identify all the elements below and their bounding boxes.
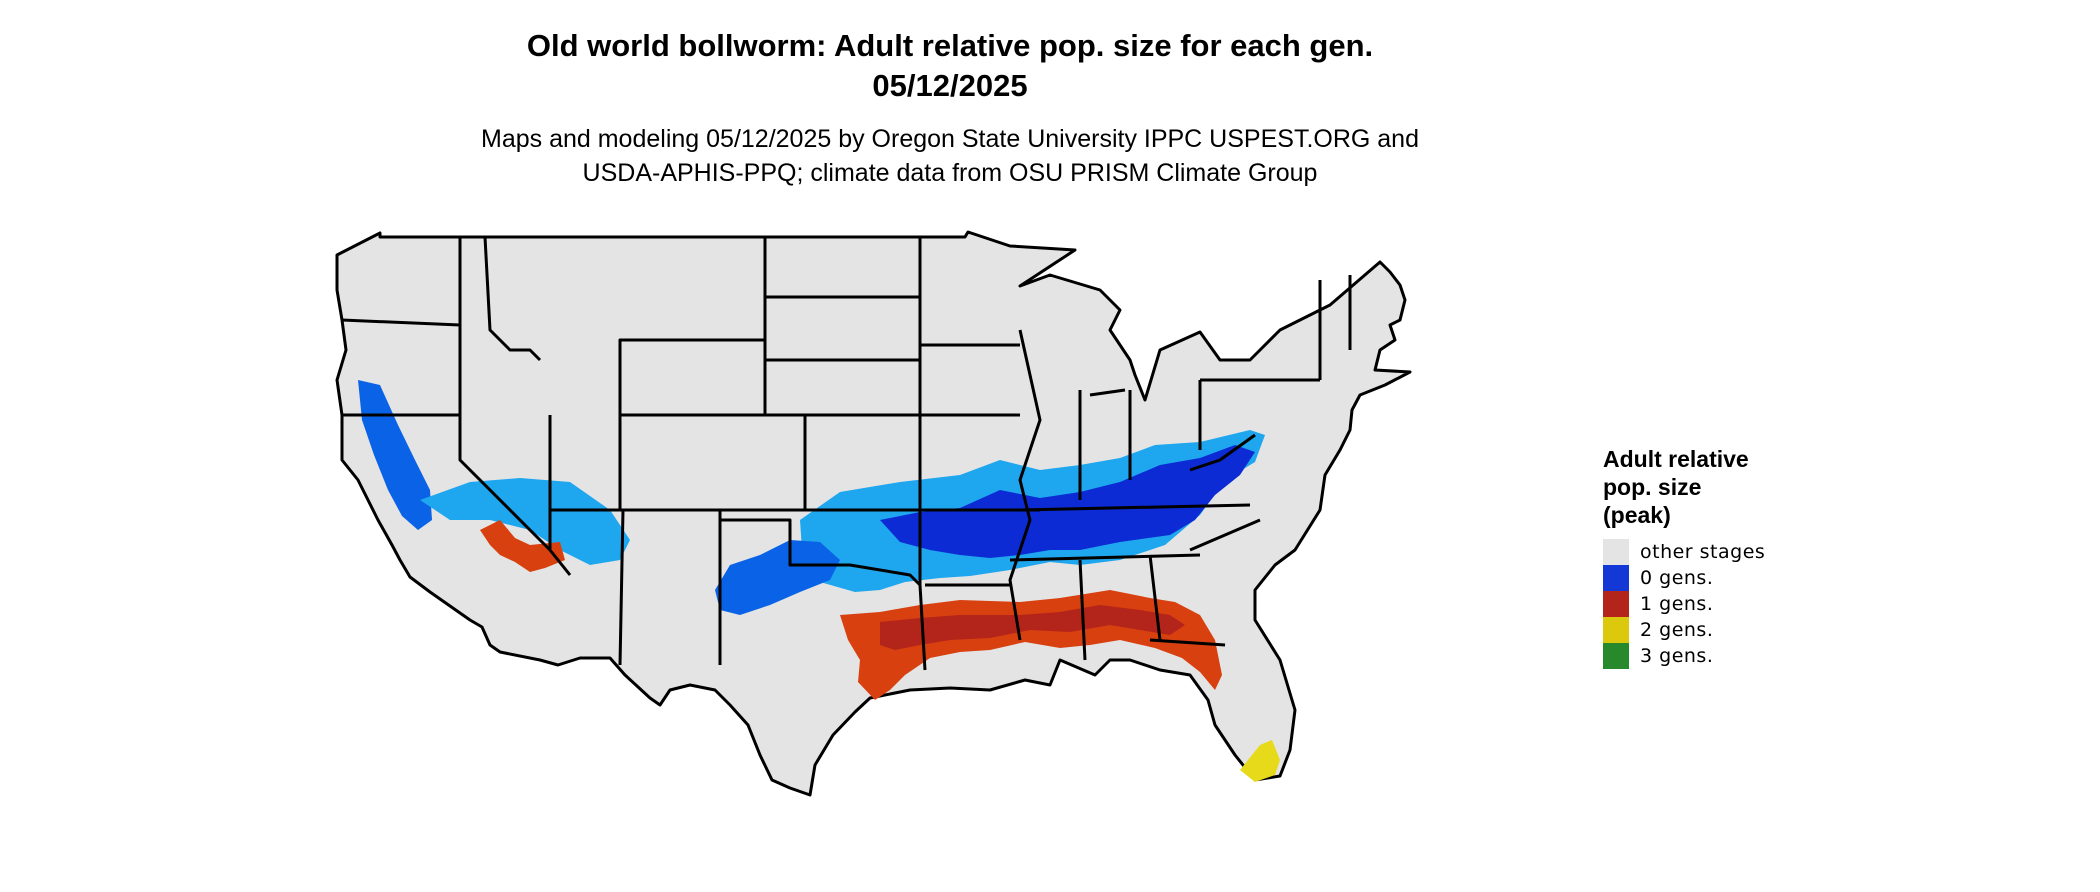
border-ky-tn — [1019, 503, 1251, 512]
title-line-2: 05/12/2025 — [872, 68, 1028, 103]
arizona-red — [480, 520, 565, 572]
border-nc-sc — [1189, 518, 1261, 552]
border-az-nm — [618, 509, 625, 666]
legend-label-1-gens: 1 gens. — [1640, 593, 1714, 615]
florida-yellow — [1240, 740, 1280, 782]
title-line-1: Old world bollworm: Adult relative pop. … — [526, 28, 1374, 63]
subtitle-line-2: USDA-APHIS-PPQ; climate data from OSU PR… — [582, 159, 1318, 187]
border-tn-south — [1009, 553, 1201, 562]
border-ms-al — [1078, 559, 1087, 661]
southern-plains-blue — [715, 540, 840, 615]
legend-item-3-gens: 3 gens. — [1603, 643, 1863, 669]
map-title: Old world bollworm: Adult relative pop. … — [0, 26, 1900, 106]
legend-swatch-2-gens — [1603, 617, 1629, 643]
border-mississippi — [1008, 329, 1042, 641]
map-subtitle: Maps and modeling 05/12/2025 by Oregon S… — [0, 122, 1900, 190]
legend-label-2-gens: 2 gens. — [1640, 619, 1714, 641]
legend-title-line-3: (peak) — [1603, 502, 1671, 528]
us-map — [320, 220, 1580, 890]
legend-title-line-1: Adult relative — [1603, 446, 1749, 472]
legend-title: Adult relative pop. size (peak) — [1603, 445, 1863, 529]
map-legend: Adult relative pop. size (peak) other st… — [1603, 445, 1863, 669]
border-id-mt — [483, 236, 542, 362]
border-ga-fl — [1149, 638, 1226, 647]
legend-item-1-gens: 1 gens. — [1603, 591, 1863, 617]
border-mi — [1089, 388, 1126, 397]
subtitle-line-1: Maps and modeling 05/12/2025 by Oregon S… — [481, 125, 1419, 153]
legend-item-0-gens: 0 gens. — [1603, 565, 1863, 591]
border-plains-east — [918, 237, 927, 671]
border-ca-nv — [458, 415, 572, 576]
southwest-blue — [420, 478, 630, 565]
legend-swatch-other-stages — [1603, 539, 1629, 565]
legend-item-2-gens: 2 gens. — [1603, 617, 1863, 643]
border-ok-tx — [720, 518, 922, 587]
legend-swatch-1-gens — [1603, 591, 1629, 617]
legend-label-0-gens: 0 gens. — [1640, 567, 1714, 589]
legend-item-other-stages: other stages — [1603, 539, 1863, 565]
state-borders — [341, 236, 1352, 671]
legend-title-line-2: pop. size — [1603, 474, 1702, 500]
border-va — [1189, 433, 1256, 472]
legend-swatch-0-gens — [1603, 565, 1629, 591]
california-blue — [358, 380, 432, 530]
border-al-ga — [1148, 554, 1162, 641]
legend-label-3-gens: 3 gens. — [1640, 645, 1714, 667]
us-map-svg — [335, 230, 1412, 797]
gulf-coast-darkred — [880, 605, 1185, 650]
legend-swatch-3-gens — [1603, 643, 1629, 669]
legend-label-other-stages: other stages — [1640, 541, 1766, 563]
dark-blue-band — [880, 445, 1255, 558]
border-wa-or — [341, 318, 461, 327]
